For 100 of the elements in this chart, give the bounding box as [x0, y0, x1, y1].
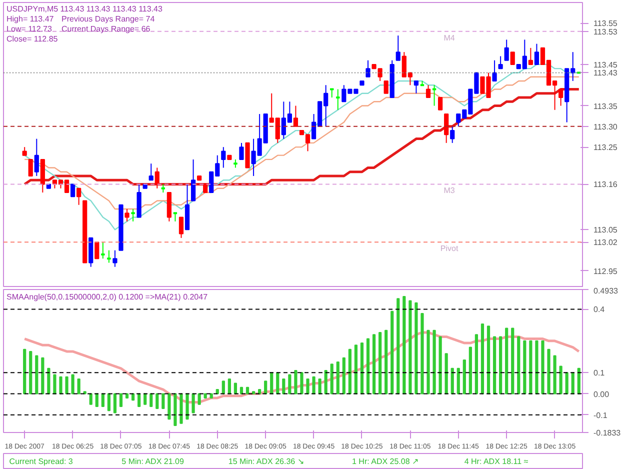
candlestick [528, 47, 533, 65]
bar [222, 380, 225, 394]
bar [529, 340, 532, 394]
bar [456, 368, 460, 394]
ref-line-label: M3 [444, 186, 456, 196]
bar [228, 378, 231, 394]
bar [480, 324, 484, 394]
bar [113, 393, 117, 414]
candlestick [239, 142, 244, 160]
bar [89, 393, 92, 405]
bar [186, 393, 189, 420]
bar [402, 296, 406, 394]
bar [408, 300, 412, 394]
bar [511, 328, 514, 394]
bar [517, 336, 520, 394]
bar [101, 393, 104, 407]
bar [414, 302, 418, 394]
candlestick [28, 158, 33, 176]
bar [492, 336, 496, 394]
candlestick [76, 188, 82, 206]
y-tick-label: 113.35 [594, 102, 618, 111]
bar [336, 362, 340, 394]
candlestick [504, 39, 509, 61]
candlestick [534, 43, 540, 65]
bar [83, 391, 86, 394]
y-tick-label: 0.00 [594, 390, 610, 399]
bar [486, 326, 490, 394]
bar [23, 348, 26, 394]
bar [396, 298, 400, 394]
y-tick-label: 0.1 [594, 368, 606, 378]
y-tick-label: 113.45 [594, 60, 618, 70]
bar [210, 393, 213, 398]
bar [294, 370, 298, 394]
bar [107, 393, 110, 412]
bar [53, 374, 56, 394]
candlestick [148, 163, 154, 181]
candlestick [178, 216, 184, 238]
bar [366, 338, 370, 394]
candlestick [124, 208, 130, 222]
bar [216, 389, 219, 394]
bar [360, 342, 364, 394]
bar [474, 334, 478, 394]
bar [300, 372, 304, 394]
bar [71, 374, 74, 394]
bar [450, 368, 454, 394]
bar [426, 330, 430, 394]
bar [192, 393, 195, 414]
candlestick [366, 60, 370, 78]
ref-line-label: M4 [444, 33, 456, 42]
candlestick [293, 105, 298, 127]
annotation: Current Days Range= 66 [62, 24, 151, 34]
bar [125, 393, 129, 398]
candlestick [112, 250, 118, 268]
bar [342, 357, 346, 394]
bar [95, 393, 98, 407]
ref-line-label: Pivot [440, 244, 459, 254]
bar [354, 344, 358, 394]
bar [234, 382, 238, 394]
text: 4 Hr: ADX 18.11 ≈ [464, 457, 529, 466]
bar [29, 350, 32, 394]
annotation: High= 113.47 [6, 14, 54, 24]
candlestick [426, 84, 431, 98]
bar [240, 386, 244, 394]
bar [438, 336, 442, 394]
annotation: Previous Days Range= 74 [62, 14, 156, 24]
bar [571, 372, 574, 394]
annotation: USDJPYm,M5 113.43 113.43 113.43 113.43 [6, 4, 164, 14]
bar [559, 366, 562, 394]
bar [378, 332, 382, 394]
bar [330, 364, 334, 394]
y-tick-label: 113.16 [594, 180, 618, 190]
bar [252, 391, 256, 394]
bar [523, 340, 526, 394]
bar [444, 353, 448, 394]
bar [47, 368, 50, 394]
bar [77, 378, 80, 394]
bar [468, 346, 472, 394]
candlestick [70, 184, 76, 198]
candlestick [396, 35, 400, 61]
bar [264, 380, 268, 394]
y-tick-label: 0.4933 [594, 286, 619, 296]
bar [246, 386, 250, 394]
bar [150, 393, 153, 407]
bar [180, 393, 183, 424]
bar [553, 355, 556, 394]
bar [276, 372, 280, 394]
y-tick-label: 113.02 [594, 238, 618, 248]
bar [547, 348, 550, 394]
bar [348, 348, 352, 394]
candlestick [498, 56, 503, 70]
bar [258, 389, 262, 394]
bar [156, 393, 159, 410]
bar [59, 376, 62, 394]
candlestick [438, 97, 443, 110]
candlestick [384, 80, 388, 94]
text: 1 Hr: ADX 25.08 ↗ [352, 457, 420, 466]
annotation: Close= 112.85 [6, 34, 58, 44]
y-tick-label: 112.95 [594, 266, 618, 276]
bar [541, 340, 544, 394]
line-series [24, 76, 580, 210]
